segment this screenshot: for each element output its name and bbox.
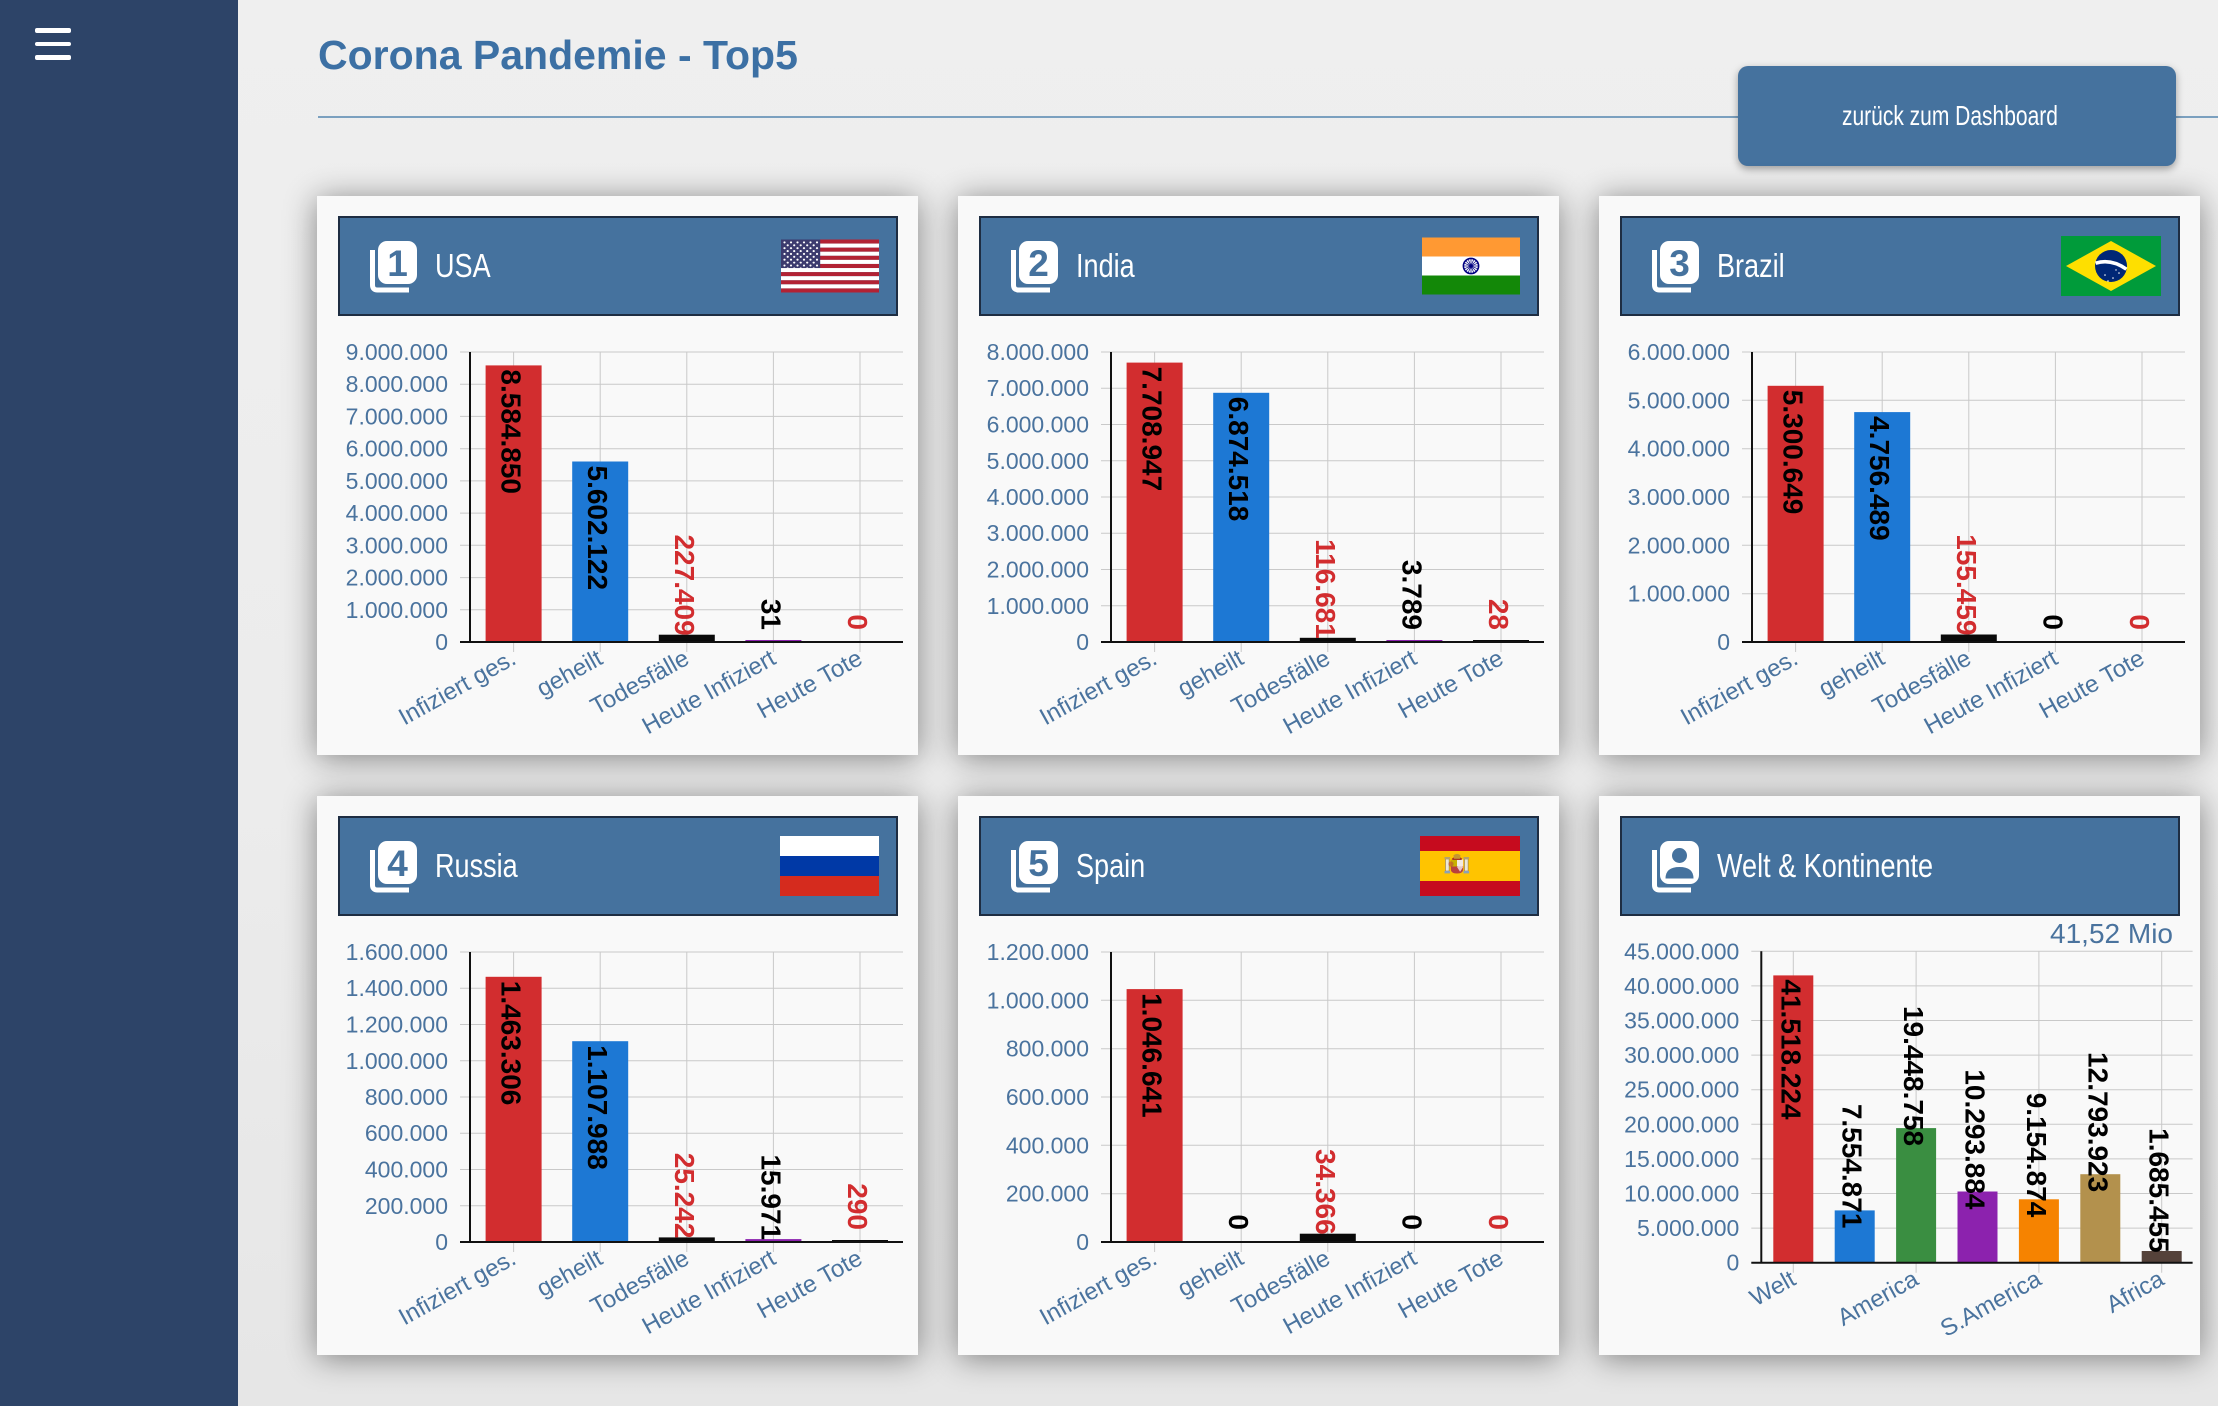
svg-text:28: 28 [1483,599,1514,630]
svg-text:0: 0 [1483,1214,1514,1230]
svg-text:1.046.641: 1.046.641 [1137,993,1168,1118]
svg-text:5.602.122: 5.602.122 [582,466,613,591]
svg-text:40.000.000: 40.000.000 [1624,973,1739,999]
svg-text:1.000.000: 1.000.000 [346,1048,448,1074]
svg-text:Infiziert ges.: Infiziert ges. [394,645,520,731]
svg-text:1.000.000: 1.000.000 [987,987,1089,1013]
svg-text:35.000.000: 35.000.000 [1624,1008,1739,1034]
svg-text:7.554.871: 7.554.871 [1837,1104,1868,1229]
svg-text:15.971: 15.971 [755,1154,786,1240]
svg-text:10.000.000: 10.000.000 [1624,1181,1739,1207]
svg-text:34.366: 34.366 [1310,1149,1341,1235]
svg-text:600.000: 600.000 [365,1120,448,1146]
svg-text:15.000.000: 15.000.000 [1624,1146,1739,1172]
svg-text:5: 5 [1028,843,1049,884]
svg-text:0: 0 [435,629,448,655]
svg-text:1.000.000: 1.000.000 [346,597,448,623]
svg-text:8.000.000: 8.000.000 [346,371,448,397]
svg-text:0: 0 [2124,614,2155,630]
svg-text:3.789: 3.789 [1396,560,1427,630]
svg-text:8.584.850: 8.584.850 [496,369,527,494]
svg-text:31: 31 [755,599,786,630]
svg-text:4: 4 [387,843,408,884]
svg-text:1.400.000: 1.400.000 [346,975,448,1001]
svg-text:41,52 Mio: 41,52 Mio [2050,918,2173,949]
svg-text:5.300.649: 5.300.649 [1778,390,1809,515]
svg-text:0: 0 [1076,1229,1089,1255]
svg-text:5.000.000: 5.000.000 [1628,387,1730,413]
svg-text:400.000: 400.000 [1006,1132,1089,1158]
svg-text:155.459: 155.459 [1951,534,1982,635]
svg-text:0: 0 [1727,1250,1740,1276]
svg-text:1.200.000: 1.200.000 [346,1012,448,1038]
svg-text:3.000.000: 3.000.000 [1628,484,1730,510]
svg-text:1.600.000: 1.600.000 [346,939,448,965]
svg-text:290: 290 [842,1183,873,1230]
svg-text:116.681: 116.681 [1310,539,1341,639]
svg-text:Infiziert ges.: Infiziert ges. [1035,645,1161,731]
svg-text:1.200.000: 1.200.000 [987,939,1089,965]
svg-text:4.000.000: 4.000.000 [1628,436,1730,462]
svg-text:1.685.455: 1.685.455 [2144,1128,2175,1253]
svg-text:6.000.000: 6.000.000 [987,412,1089,438]
svg-text:Welt: Welt [1746,1265,1801,1312]
svg-text:0: 0 [1223,1214,1254,1230]
svg-text:41.518.224: 41.518.224 [1775,979,1806,1120]
svg-text:1.463.306: 1.463.306 [496,981,527,1106]
svg-text:200.000: 200.000 [365,1193,448,1219]
svg-text:S.America: S.America [1936,1265,2046,1343]
svg-text:7.708.947: 7.708.947 [1137,367,1168,492]
svg-text:2.000.000: 2.000.000 [987,557,1089,583]
svg-text:3.000.000: 3.000.000 [346,532,448,558]
svg-text:0: 0 [2037,614,2068,630]
svg-text:Infiziert ges.: Infiziert ges. [394,1245,520,1331]
svg-text:0: 0 [1076,629,1089,655]
svg-text:0: 0 [435,1229,448,1255]
svg-text:800.000: 800.000 [1006,1036,1089,1062]
svg-text:2.000.000: 2.000.000 [1628,532,1730,558]
svg-text:5.000.000: 5.000.000 [1637,1215,1739,1241]
svg-text:227.409: 227.409 [669,534,700,635]
svg-text:6.000.000: 6.000.000 [1628,339,1730,365]
svg-text:Africa: Africa [2102,1265,2169,1319]
svg-text:2.000.000: 2.000.000 [346,565,448,591]
svg-text:4.000.000: 4.000.000 [346,500,448,526]
svg-text:2: 2 [1028,243,1049,284]
svg-text:1: 1 [387,243,408,284]
svg-text:400.000: 400.000 [365,1157,448,1183]
svg-text:0: 0 [842,614,873,630]
svg-text:1.000.000: 1.000.000 [987,593,1089,619]
svg-text:6.874.518: 6.874.518 [1223,397,1254,522]
svg-text:5.000.000: 5.000.000 [987,448,1089,474]
svg-text:25.242: 25.242 [669,1153,700,1239]
svg-text:7.000.000: 7.000.000 [987,375,1089,401]
svg-text:30.000.000: 30.000.000 [1624,1042,1739,1068]
svg-text:800.000: 800.000 [365,1084,448,1110]
svg-text:8.000.000: 8.000.000 [987,339,1089,365]
svg-text:1.000.000: 1.000.000 [1628,581,1730,607]
svg-text:19.448.758: 19.448.758 [1898,1006,1929,1146]
svg-text:1.107.988: 1.107.988 [582,1045,613,1170]
svg-text:3: 3 [1669,243,1690,284]
svg-text:25.000.000: 25.000.000 [1624,1077,1739,1103]
svg-text:12.793.923: 12.793.923 [2082,1052,2113,1192]
svg-text:7.000.000: 7.000.000 [346,403,448,429]
svg-text:Infiziert ges.: Infiziert ges. [1676,645,1802,731]
svg-text:0: 0 [1717,629,1730,655]
svg-text:4.756.489: 4.756.489 [1864,416,1895,541]
svg-text:45.000.000: 45.000.000 [1624,938,1739,964]
svg-text:200.000: 200.000 [1006,1181,1089,1207]
svg-text:6.000.000: 6.000.000 [346,436,448,462]
svg-text:4.000.000: 4.000.000 [987,484,1089,510]
svg-text:3.000.000: 3.000.000 [987,520,1089,546]
svg-text:20.000.000: 20.000.000 [1624,1111,1739,1137]
svg-text:9.154.874: 9.154.874 [2021,1093,2052,1218]
svg-text:America: America [1833,1265,1924,1332]
svg-text:9.000.000: 9.000.000 [346,339,448,365]
svg-text:5.000.000: 5.000.000 [346,468,448,494]
svg-text:0: 0 [1396,1214,1427,1230]
svg-text:10.293.884: 10.293.884 [1960,1069,1991,1210]
svg-text:600.000: 600.000 [1006,1084,1089,1110]
svg-text:Infiziert ges.: Infiziert ges. [1035,1245,1161,1331]
